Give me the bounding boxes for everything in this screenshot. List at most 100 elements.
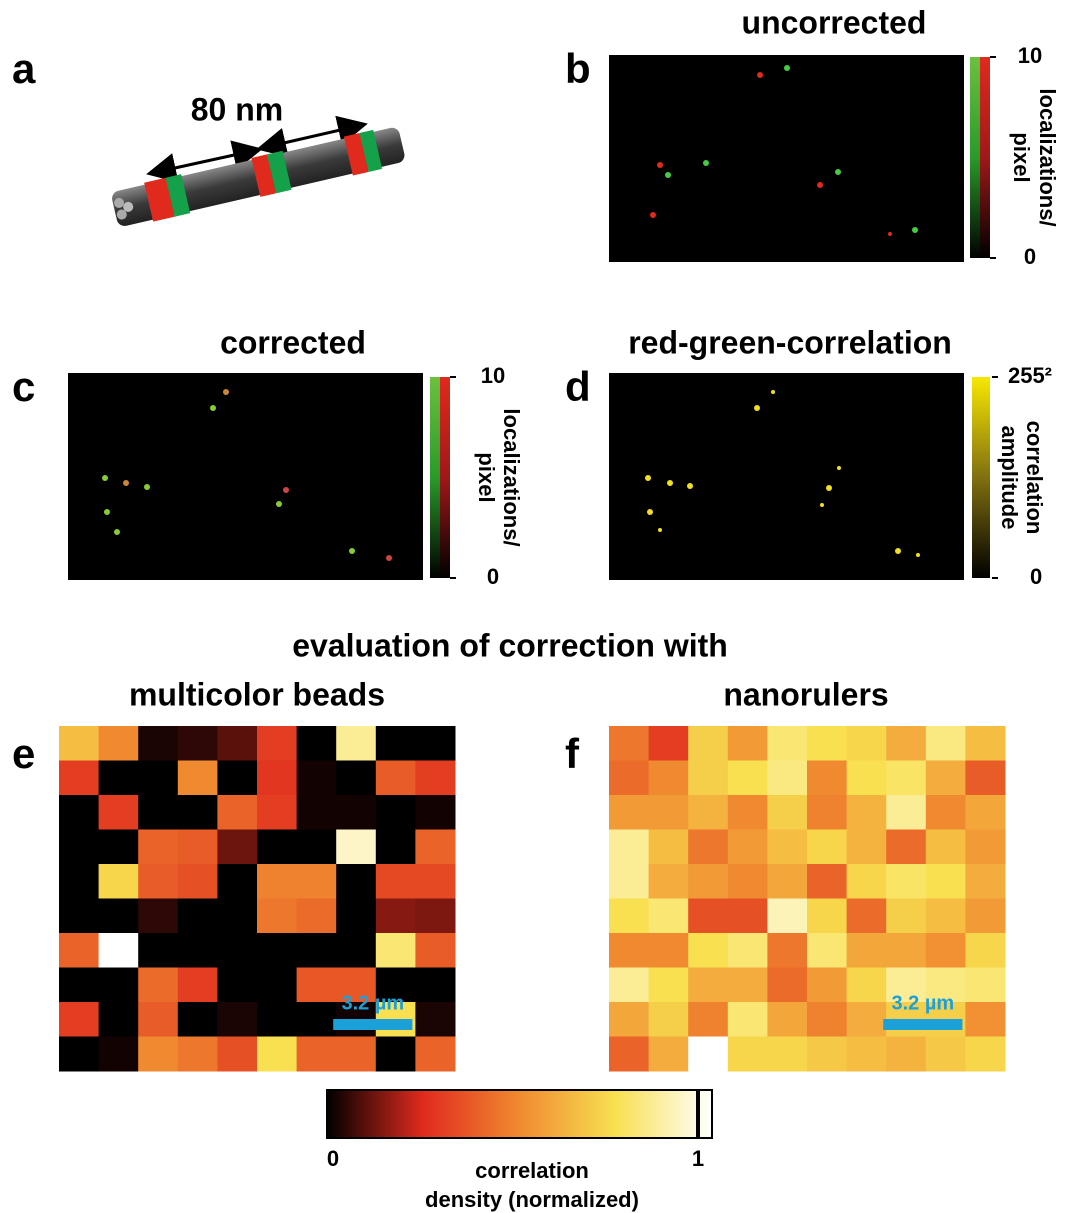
heatmap-cell [217,795,257,830]
heatmap-cell [99,899,139,934]
tick-label: 10 [481,363,505,388]
heatmap-cell [336,899,376,934]
heatmap-cell [138,933,178,968]
heatmap-cell [688,1002,728,1037]
heatmap-cell [807,933,847,968]
heatmap-cell [257,968,297,1003]
heatmap-cell [99,1002,139,1037]
heatmap-cell [257,761,297,796]
colorbar-label: pixel [474,452,499,502]
heatmap-cell [609,968,649,1003]
heatmap-cell [886,830,926,865]
heatmap-cell [415,830,455,865]
colorbar-label: localizations/ [1035,88,1060,226]
heatmap-cell [649,1037,689,1072]
heatmap-cell [649,795,689,830]
heatmap-cell [847,1002,887,1037]
heatmap-cell [767,726,807,761]
heatmap-cell [138,795,178,830]
heatmap-cell [297,1037,337,1072]
heatmap-cell [965,1037,1005,1072]
heatmap-cell [257,933,297,968]
heatmap-cell [59,830,99,865]
heatmap-cell [965,795,1005,830]
panel-label: e [12,730,35,777]
heatmap-cell [257,864,297,899]
heatmap-cell [649,761,689,796]
colorbar [980,57,990,258]
section-heading: evaluation of correction with [292,627,728,663]
heatmap-cell [297,726,337,761]
colorbar-label: localizations/ [499,408,524,546]
colorbar [972,377,990,578]
tick-label: 0 [327,1146,339,1171]
heatmap-cell [138,761,178,796]
heatmap-cell [609,795,649,830]
heatmap-cell [415,761,455,796]
heatmap-cell [886,933,926,968]
heatmap-cell [257,899,297,934]
heatmap-cell [99,830,139,865]
heatmap-cell [886,864,926,899]
heatmap-cell [807,1037,847,1072]
heatmap-cell [415,795,455,830]
heatmap-cell [99,933,139,968]
heatmap-cell [767,761,807,796]
colorbar-label: correlation [475,1158,589,1183]
colorbar [970,57,980,258]
heatmap-cell [767,1037,807,1072]
heatmap-cell [59,899,99,934]
heatmap-cell [728,899,768,934]
rod-illustration [110,124,406,229]
heatmap-cell [965,830,1005,865]
heatmap-cell [886,726,926,761]
panel-label: c [12,363,35,410]
heatmap-cell [609,899,649,934]
heatmap-cell [178,726,218,761]
heatmap-cell [376,864,416,899]
heatmap-cell [649,968,689,1003]
heatmap-cell [728,1002,768,1037]
heatmap-cell [649,933,689,968]
heatmap-cell [99,864,139,899]
image [68,373,423,580]
heatmap-cell [178,830,218,865]
heatmap-cell [965,968,1005,1003]
heatmap-cell [415,864,455,899]
heatmap-cell [336,1037,376,1072]
heatmap-cell [728,761,768,796]
heatmap-cell [886,761,926,796]
heatmap-cell [138,1002,178,1037]
heatmap-cell [728,1037,768,1072]
heatmap-cell [609,726,649,761]
heatmap-cell [376,933,416,968]
heatmap-cell [926,795,966,830]
heatmap-cell [59,726,99,761]
tick-label: 0 [1024,244,1036,269]
heatmap-cell [257,726,297,761]
heatmap-cell [59,968,99,1003]
scale-bar-label: 3.2 µm [891,992,954,1014]
heatmap-cell [847,726,887,761]
heatmap-cell [847,968,887,1003]
heatmap-cell [728,968,768,1003]
colorbar [327,1090,712,1138]
heatmap-cell [415,968,455,1003]
panel-label: a [12,45,36,92]
heatmap-cell [297,1002,337,1037]
heatmap-cell [59,1002,99,1037]
heatmap-cell [926,761,966,796]
panel-title: uncorrected [742,4,927,40]
heatmap-cell [926,864,966,899]
heatmap-cell [926,933,966,968]
heatmap-cell [807,864,847,899]
heatmap-cell [688,933,728,968]
heatmap-cell [297,899,337,934]
panel-title: red-green-correlation [628,324,952,360]
heatmap-cell [926,1037,966,1072]
heatmap-cell [415,899,455,934]
heatmap-cell [767,968,807,1003]
heatmap-cell [336,864,376,899]
heatmap-cell [217,830,257,865]
scale-bar [333,1019,412,1030]
